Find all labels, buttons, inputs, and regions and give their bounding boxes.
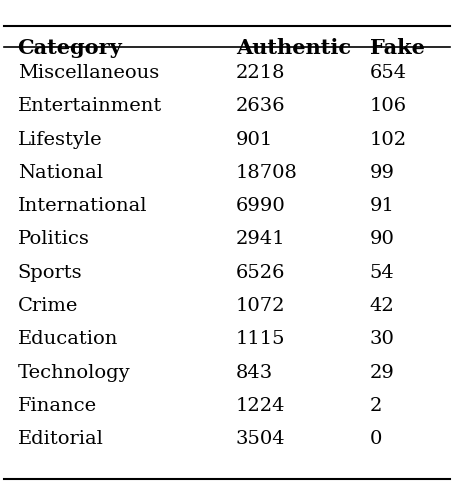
Text: 2218: 2218 xyxy=(236,64,286,82)
Text: 1115: 1115 xyxy=(236,330,286,348)
Text: 6990: 6990 xyxy=(236,197,286,215)
Text: 18708: 18708 xyxy=(236,164,298,182)
Text: 6526: 6526 xyxy=(236,263,286,282)
Text: 1072: 1072 xyxy=(236,297,286,315)
Text: 2: 2 xyxy=(370,397,382,415)
Text: Education: Education xyxy=(18,330,118,348)
Text: 54: 54 xyxy=(370,263,395,282)
Text: Miscellaneous: Miscellaneous xyxy=(18,64,159,82)
Text: 30: 30 xyxy=(370,330,395,348)
Text: 2636: 2636 xyxy=(236,97,286,115)
Text: 1224: 1224 xyxy=(236,397,286,415)
Text: 91: 91 xyxy=(370,197,395,215)
Text: 3504: 3504 xyxy=(236,430,286,448)
Text: 90: 90 xyxy=(370,231,395,249)
Text: Editorial: Editorial xyxy=(18,430,104,448)
Text: 654: 654 xyxy=(370,64,407,82)
Text: Category: Category xyxy=(18,38,122,58)
Text: Entertainment: Entertainment xyxy=(18,97,162,115)
Text: 901: 901 xyxy=(236,130,273,148)
Text: Politics: Politics xyxy=(18,231,89,249)
Text: 0: 0 xyxy=(370,430,382,448)
Text: Lifestyle: Lifestyle xyxy=(18,130,102,148)
Text: Crime: Crime xyxy=(18,297,78,315)
Text: 102: 102 xyxy=(370,130,407,148)
Text: Finance: Finance xyxy=(18,397,97,415)
Text: Authentic: Authentic xyxy=(236,38,351,58)
Text: Technology: Technology xyxy=(18,364,130,381)
Text: 42: 42 xyxy=(370,297,395,315)
Text: 29: 29 xyxy=(370,364,395,381)
Text: 106: 106 xyxy=(370,97,407,115)
Text: 843: 843 xyxy=(236,364,273,381)
Text: International: International xyxy=(18,197,147,215)
Text: Fake: Fake xyxy=(370,38,424,58)
Text: 2941: 2941 xyxy=(236,231,286,249)
Text: 99: 99 xyxy=(370,164,395,182)
Text: Sports: Sports xyxy=(18,263,82,282)
Text: National: National xyxy=(18,164,103,182)
